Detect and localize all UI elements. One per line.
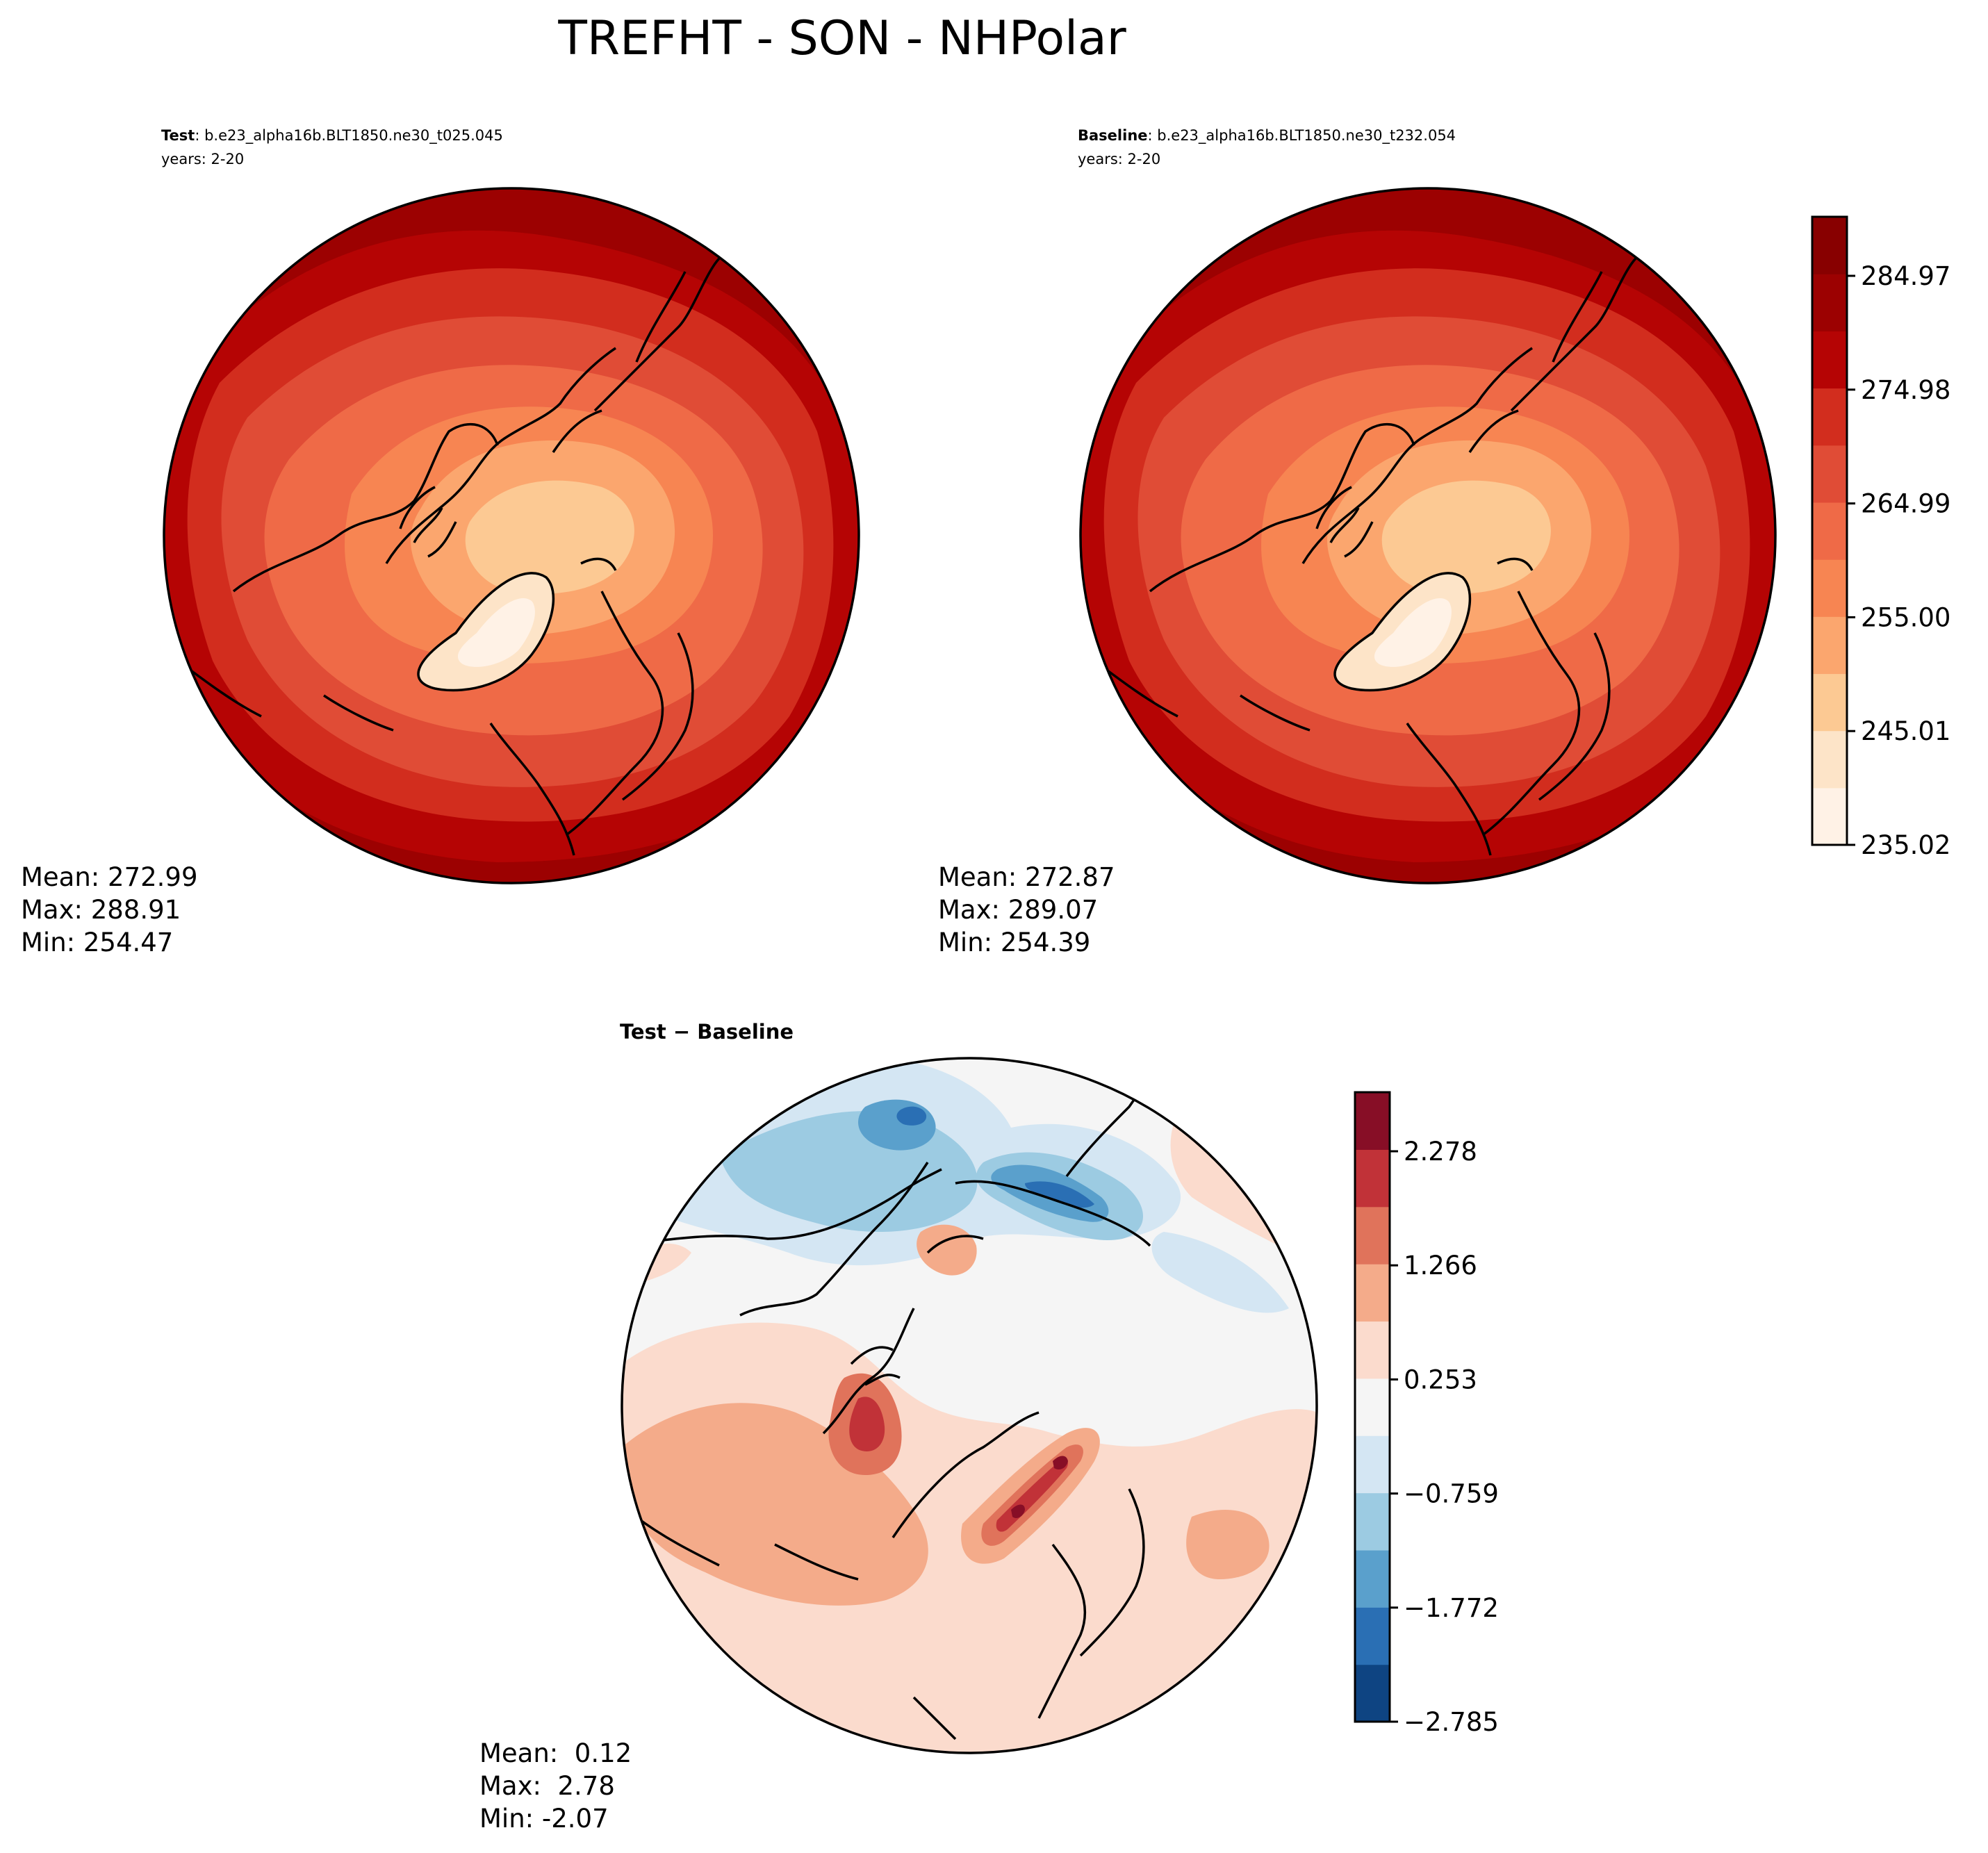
baseline-panel: Baseline: b.e23_alpha16b.BLT1850.ne30_t2… bbox=[938, 127, 1777, 957]
baseline-map bbox=[1079, 187, 1777, 884]
colorbar-abs-swatch bbox=[1812, 559, 1847, 617]
test-min: Min: 254.47 bbox=[21, 928, 173, 957]
colorbar-diff-tick-label: 2.278 bbox=[1404, 1137, 1477, 1167]
baseline-case-name: : b.e23_alpha16b.BLT1850.ne30_t232.054 bbox=[1148, 127, 1456, 145]
colorbar-abs-swatch bbox=[1812, 445, 1847, 503]
colorbar-abs-swatch bbox=[1812, 331, 1847, 389]
diff-mean: Mean: 0.12 bbox=[479, 1738, 632, 1768]
colorbar-abs-tick-label: 255.00 bbox=[1861, 602, 1950, 632]
test-label: Test: b.e23_alpha16b.BLT1850.ne30_t025.0… bbox=[161, 127, 503, 145]
colorbar-abs-swatch bbox=[1812, 616, 1847, 675]
diff-panel: Test − Baseline bbox=[479, 1020, 1318, 1834]
colorbar-absolute: 284.97 274.98 264.99 255.00 245.01 235.02 bbox=[1811, 215, 1950, 860]
colorbar-diff-tick-label: −2.785 bbox=[1404, 1707, 1499, 1737]
colorbar-diff-swatch bbox=[1355, 1264, 1390, 1322]
test-case-name: : b.e23_alpha16b.BLT1850.ne30_t025.045 bbox=[195, 127, 503, 145]
figure-title: TREFHT - SON - NHPolar bbox=[557, 11, 1126, 66]
colorbar-diff-frame bbox=[1354, 1091, 1391, 1723]
colorbar-abs-swatch bbox=[1812, 388, 1847, 446]
diff-title: Test − Baseline bbox=[620, 1020, 794, 1044]
colorbar-abs-swatch bbox=[1812, 217, 1847, 274]
colorbar-diff-tick-label: 0.253 bbox=[1404, 1365, 1477, 1394]
colorbar-diff-swatch bbox=[1355, 1549, 1390, 1608]
colorbar-diff-swatch bbox=[1355, 1206, 1390, 1265]
colorbar-diff-tick-label: −1.772 bbox=[1404, 1593, 1499, 1623]
colorbar-abs-swatch bbox=[1812, 787, 1847, 846]
colorbar-abs-tick-label: 245.01 bbox=[1861, 716, 1950, 746]
diff-max: Max: 2.78 bbox=[479, 1771, 615, 1801]
colorbar-abs-swatch bbox=[1812, 730, 1847, 789]
baseline-max: Max: 289.07 bbox=[938, 895, 1098, 925]
colorbar-abs-tick-label: 264.99 bbox=[1861, 489, 1950, 519]
diff-min: Min: -2.07 bbox=[479, 1804, 609, 1834]
baseline-label-bold: Baseline bbox=[1078, 127, 1148, 144]
colorbar-abs-swatch bbox=[1812, 274, 1847, 331]
colorbar-abs-tick-label: 235.02 bbox=[1861, 830, 1950, 860]
colorbar-difference: 2.278 1.266 0.253 −0.759 −1.772 −2.785 bbox=[1354, 1091, 1499, 1737]
colorbar-diff-swatch bbox=[1355, 1092, 1390, 1150]
colorbar-diff-tick-label: 1.266 bbox=[1404, 1251, 1477, 1280]
colorbar-abs-tick-label: 284.97 bbox=[1861, 261, 1950, 291]
test-map bbox=[163, 187, 860, 884]
colorbar-abs-tick-label: 274.98 bbox=[1861, 375, 1950, 405]
colorbar-diff-swatch bbox=[1355, 1664, 1390, 1722]
test-panel: Test: b.e23_alpha16b.BLT1850.ne30_t025.0… bbox=[21, 127, 860, 957]
colorbar-diff-swatch bbox=[1355, 1149, 1390, 1208]
colorbar-abs-swatch bbox=[1812, 673, 1847, 732]
colorbar-diff-swatch bbox=[1355, 1321, 1390, 1379]
test-max: Max: 288.91 bbox=[21, 895, 181, 925]
baseline-mean: Mean: 272.87 bbox=[938, 862, 1115, 892]
baseline-label: Baseline: b.e23_alpha16b.BLT1850.ne30_t2… bbox=[1078, 127, 1456, 145]
test-years: years: 2-20 bbox=[161, 151, 244, 167]
colorbar-diff-swatch bbox=[1355, 1378, 1390, 1436]
baseline-years: years: 2-20 bbox=[1078, 151, 1160, 167]
colorbar-abs-frame bbox=[1811, 215, 1848, 846]
colorbar-diff-swatch bbox=[1355, 1607, 1390, 1665]
colorbar-diff-swatch bbox=[1355, 1435, 1390, 1494]
colorbar-diff-tick-label: −0.759 bbox=[1404, 1479, 1499, 1509]
colorbar-diff-swatch bbox=[1355, 1492, 1390, 1551]
diff-map bbox=[621, 1057, 1318, 1754]
test-label-bold: Test bbox=[161, 127, 195, 144]
baseline-min: Min: 254.39 bbox=[938, 928, 1090, 957]
colorbar-abs-swatch bbox=[1812, 502, 1847, 560]
test-mean: Mean: 272.99 bbox=[21, 862, 198, 892]
